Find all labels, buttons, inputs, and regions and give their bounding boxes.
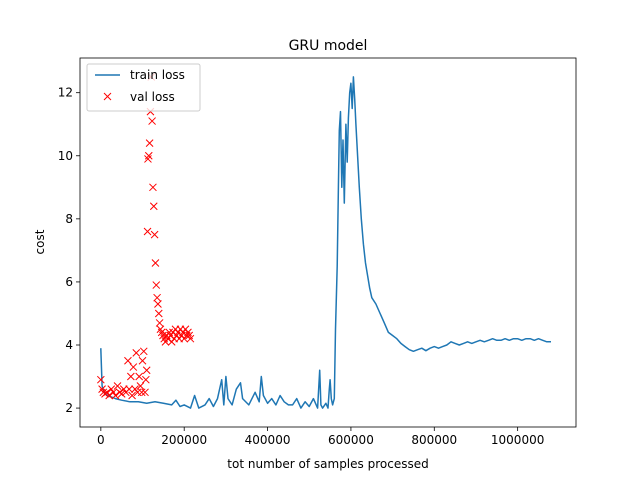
x-tick-label: 800000: [411, 433, 457, 447]
val-loss-point: [105, 391, 114, 400]
x-tick-label: 1000000: [491, 433, 544, 447]
val-loss-point: [155, 319, 164, 327]
legend: train loss val loss: [86, 63, 201, 112]
y-axis-label: cost: [33, 229, 47, 254]
val-loss-point: [151, 259, 160, 267]
val-loss-point: [149, 183, 157, 192]
val-loss-point: [148, 117, 156, 125]
val-loss-point: [124, 356, 132, 365]
train-loss-line: [100, 76, 551, 409]
legend-val-loss-label: val loss: [130, 90, 175, 104]
val-loss-point: [137, 388, 146, 397]
val-loss-point: [143, 227, 152, 236]
val-loss-point: [153, 293, 161, 302]
val-loss-point: [149, 202, 158, 211]
val-loss-point: [132, 349, 141, 357]
val-loss-point: [144, 151, 153, 160]
y-tick-label: 6: [65, 275, 73, 289]
val-loss-point: [150, 230, 159, 239]
val-loss-point: [96, 375, 105, 384]
val-loss-point: [126, 372, 135, 381]
val-loss-point: [142, 375, 150, 384]
x-tick-label: 0: [97, 433, 105, 447]
y-tick-label: 4: [65, 338, 73, 352]
val-loss-point: [117, 390, 126, 398]
val-loss-point: [145, 139, 154, 148]
x-tick-label: 400000: [245, 433, 291, 447]
x-tick-label: 600000: [328, 433, 374, 447]
x-axis-label: tot number of samples processed: [227, 457, 428, 471]
val-loss-point: [129, 363, 138, 371]
legend-train-loss-label: train loss: [130, 68, 185, 82]
y-tick-label: 12: [58, 86, 73, 100]
val-loss-point: [139, 347, 148, 356]
val-loss-point: [186, 334, 195, 343]
val-loss-point: [154, 300, 162, 308]
val-loss-point: [142, 366, 151, 375]
chart-title: GRU model: [289, 38, 368, 54]
val-loss-point: [113, 382, 122, 390]
val-loss-point: [125, 385, 134, 394]
y-axis-ticks: 2 4 6 8 10 12: [58, 86, 80, 415]
y-tick-label: 2: [65, 401, 73, 415]
val-loss-point: [136, 382, 145, 390]
val-loss-point: [111, 391, 120, 400]
y-tick-label: 10: [58, 149, 73, 163]
val-loss-point: [138, 356, 147, 365]
val-loss-point: [141, 388, 149, 397]
val-loss-point: [128, 391, 136, 400]
y-tick-label: 8: [65, 212, 73, 226]
legend-val-loss-marker: [103, 92, 112, 101]
x-axis-ticks: 0 200000 400000 600000 800000 1000000: [97, 427, 544, 447]
val-loss-point: [152, 281, 161, 289]
val-loss-point: [154, 309, 163, 318]
axes-frame: [79, 57, 577, 428]
val-loss-point: [135, 372, 144, 381]
x-tick-label: 200000: [161, 433, 207, 447]
